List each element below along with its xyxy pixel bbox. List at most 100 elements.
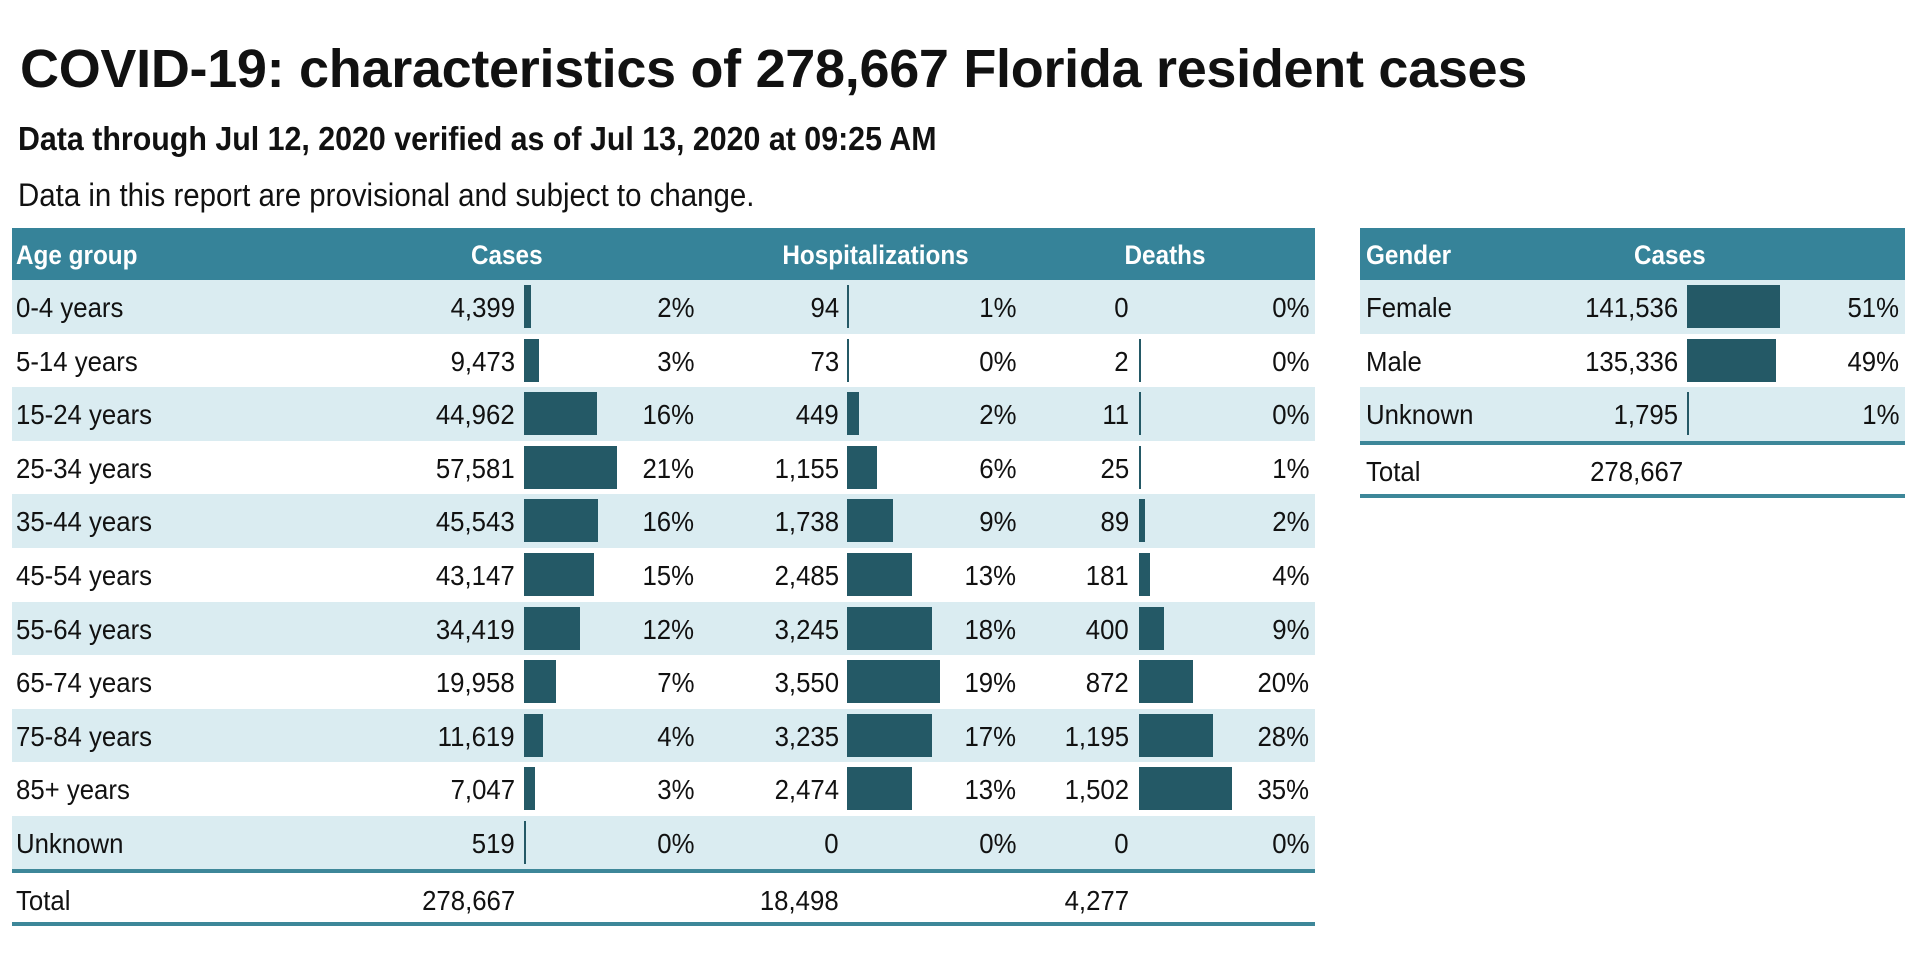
table-row: Male 135,336 49% <box>1360 334 1905 388</box>
cases-bar <box>524 713 543 757</box>
age-group-label: 0-4 years <box>16 292 124 323</box>
table-row: 15-24 years 44,962 16% 449 2% 11 0% <box>12 387 1315 441</box>
age-group-label: 75-84 years <box>16 720 153 752</box>
hospitalizations-value: 1,738 <box>774 506 839 538</box>
cases-value: 57,581 <box>436 452 515 484</box>
age-group-label: 5-14 years <box>16 345 138 377</box>
cases-bar <box>524 660 557 704</box>
table-row: 55-64 years 34,419 12% 3,245 18% 400 9% <box>12 601 1315 656</box>
hospitalizations-value: 1,155 <box>774 452 839 484</box>
cases-value: 7,047 <box>450 774 515 806</box>
deaths-percent: 28% <box>1257 720 1309 752</box>
table-bottom-rule <box>12 922 1315 926</box>
cases-percent: 7% <box>656 667 694 699</box>
hospitalizations-bar <box>847 660 940 704</box>
cases-value: 44,962 <box>436 399 515 431</box>
cases-bar <box>524 606 580 650</box>
gender-table: Gender Cases Female 141,536 51% Male 135,336… <box>1360 228 1905 503</box>
cases-percent: 2% <box>656 292 694 323</box>
total-hospitalizations: 18,498 <box>760 885 839 916</box>
hospitalizations-value: 3,550 <box>774 667 839 699</box>
age-group-label: 55-64 years <box>16 613 153 645</box>
deaths-value: 11 <box>1102 399 1129 431</box>
deaths-percent: 35% <box>1257 774 1309 806</box>
gender-cases-value: 135,336 <box>1584 345 1678 377</box>
hospitalizations-percent: 13% <box>964 560 1016 591</box>
hospitalizations-value: 3,235 <box>774 720 839 752</box>
hospitalizations-percent: 0% <box>978 828 1016 859</box>
cases-percent: 0% <box>656 828 694 859</box>
table-row: Female 141,536 51% <box>1360 280 1905 334</box>
table-row: 85+ years 7,047 3% 2,474 13% 1,502 35% <box>12 762 1315 816</box>
hospitalizations-bar <box>847 338 849 382</box>
table-row: 0-4 years 4,399 2% 94 1% 0 0% <box>12 280 1315 334</box>
total-cases: 278,667 <box>421 885 515 916</box>
column-header-deaths: Deaths <box>1124 240 1206 270</box>
cases-bar <box>524 392 597 436</box>
cases-bar <box>524 445 617 489</box>
hospitalizations-percent: 13% <box>964 774 1016 806</box>
deaths-bar <box>1139 445 1141 489</box>
cases-value: 34,419 <box>436 613 515 645</box>
hospitalizations-value: 94 <box>810 292 839 323</box>
deaths-percent: 0% <box>1271 345 1309 377</box>
deaths-value: 1,195 <box>1064 720 1129 752</box>
age-group-label: 15-24 years <box>16 399 153 431</box>
deaths-value: 1,502 <box>1064 774 1129 806</box>
hospitalizations-percent: 17% <box>964 720 1016 752</box>
hospitalizations-bar <box>847 392 859 436</box>
hospitalizations-bar <box>847 499 893 543</box>
deaths-bar <box>1139 392 1141 436</box>
gender-table-bottom-rule <box>1360 494 1905 498</box>
age-table-header: Age group Cases Hospitalizations Deaths <box>12 228 1315 280</box>
table-row: Unknown 1,795 1% <box>1360 387 1905 441</box>
deaths-value: 2 <box>1114 345 1129 377</box>
table-row: 5-14 years 9,473 3% 73 0% 2 0% <box>12 334 1315 388</box>
cases-bar <box>524 767 536 811</box>
deaths-percent: 9% <box>1271 613 1309 645</box>
deaths-bar <box>1139 660 1193 704</box>
gender-cases-percent: 51% <box>1847 292 1899 323</box>
cases-bar <box>524 821 526 864</box>
age-group-label: 45-54 years <box>16 560 153 591</box>
deaths-percent: 2% <box>1271 506 1309 538</box>
gender-label: Male <box>1366 345 1422 377</box>
deaths-value: 0 <box>1114 828 1129 859</box>
hospitalizations-percent: 18% <box>964 613 1016 645</box>
cases-value: 9,473 <box>450 345 515 377</box>
gender-label: Unknown <box>1366 399 1474 431</box>
gender-total-cases: 278,667 <box>1589 456 1683 487</box>
hospitalizations-value: 0 <box>824 828 839 859</box>
deaths-value: 400 <box>1086 613 1129 645</box>
column-header-cases: Cases <box>470 240 543 270</box>
deaths-percent: 0% <box>1271 292 1309 323</box>
table-row: Unknown 519 0% 0 0% 0 0% <box>12 816 1315 870</box>
age-group-label: 35-44 years <box>16 506 153 538</box>
age-table-total-row: Total 278,667 18,498 4,277 <box>12 873 1315 927</box>
hospitalizations-bar <box>847 713 932 757</box>
cases-value: 43,147 <box>436 560 515 591</box>
gender-cases-bar <box>1687 338 1776 382</box>
gender-table-header: Gender Cases <box>1360 228 1905 280</box>
provisional-note: Data in this report are provisional and … <box>18 177 755 213</box>
gender-total-divider <box>1360 441 1905 445</box>
cases-value: 19,958 <box>436 667 515 699</box>
deaths-bar <box>1139 553 1151 596</box>
deaths-value: 0 <box>1114 292 1129 323</box>
cases-bar <box>524 285 532 328</box>
hospitalizations-percent: 9% <box>978 506 1016 538</box>
gender-cases-value: 141,536 <box>1584 292 1678 323</box>
page-title: COVID-19: characteristics of 278,667 Flo… <box>20 39 1528 99</box>
cases-percent: 4% <box>656 720 694 752</box>
age-group-label: Unknown <box>16 828 124 859</box>
age-group-label: 25-34 years <box>16 452 153 484</box>
cases-value: 519 <box>472 828 515 859</box>
cases-percent: 3% <box>656 774 694 806</box>
cases-percent: 12% <box>642 613 694 645</box>
hospitalizations-percent: 0% <box>978 345 1016 377</box>
gender-cases-bar <box>1687 392 1689 436</box>
hospitalizations-value: 2,474 <box>774 774 839 806</box>
cases-bar <box>524 553 594 596</box>
deaths-bar <box>1139 606 1164 650</box>
hospitalizations-bar <box>847 285 850 328</box>
